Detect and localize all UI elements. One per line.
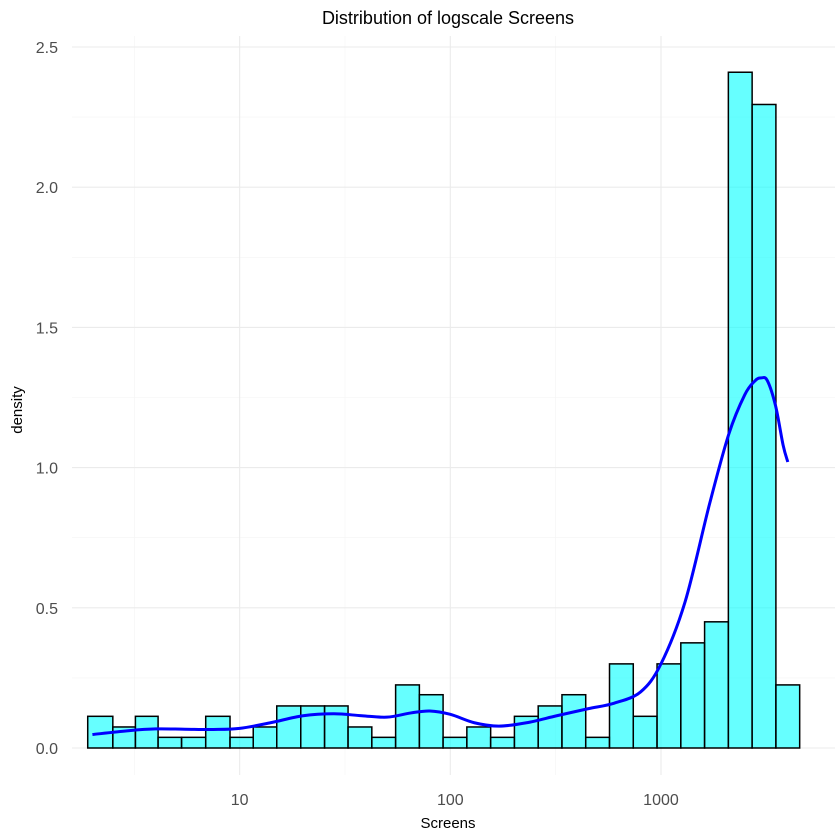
density-curve-layer bbox=[92, 376, 790, 737]
histogram-bar-20 bbox=[537, 705, 563, 749]
histogram-bar-16 bbox=[442, 736, 468, 749]
density-curve bbox=[92, 376, 790, 737]
histogram-bar-17 bbox=[466, 726, 492, 749]
x-tick-label: 10 bbox=[231, 792, 249, 809]
y-tick-label: 1.5 bbox=[36, 320, 58, 337]
x-tick-label: 100 bbox=[437, 792, 464, 809]
histogram-bar-22 bbox=[584, 736, 611, 749]
histogram-bar-25 bbox=[656, 663, 682, 749]
x-axis-ticks: 10 100 1000 bbox=[231, 792, 679, 809]
histogram-bar-9 bbox=[276, 705, 302, 749]
histogram-bar-3 bbox=[134, 715, 159, 749]
y-tick-label: 0.5 bbox=[36, 601, 58, 618]
x-tick-label: 1000 bbox=[643, 792, 679, 809]
minor-grid bbox=[72, 36, 835, 775]
histogram-bar-28 bbox=[727, 71, 753, 749]
x-axis-title: Screens bbox=[420, 815, 475, 832]
histogram-bar-11 bbox=[323, 705, 349, 749]
histogram-bar-29 bbox=[751, 103, 777, 749]
histogram-bar-18 bbox=[489, 736, 516, 749]
y-tick-label: 2.5 bbox=[36, 40, 58, 57]
histogram-bar-7 bbox=[229, 736, 254, 749]
histogram-bar-4 bbox=[157, 736, 183, 749]
histogram-bar-12 bbox=[347, 726, 373, 749]
histogram-bar-21 bbox=[561, 693, 587, 749]
major-grid bbox=[72, 36, 835, 775]
histogram-bar-13 bbox=[371, 736, 397, 749]
histogram-bar-8 bbox=[252, 726, 278, 749]
histogram-bar-6 bbox=[204, 715, 231, 749]
histogram-bar-24 bbox=[632, 715, 658, 749]
y-axis-ticks: 0.0 0.5 1.0 1.5 2.0 2.5 bbox=[36, 40, 58, 758]
histogram-bar-15 bbox=[418, 693, 444, 749]
histogram-bars bbox=[86, 71, 801, 749]
y-tick-label: 1.0 bbox=[36, 461, 58, 478]
histogram-bar-27 bbox=[703, 621, 730, 749]
y-tick-label: 0.0 bbox=[36, 741, 58, 758]
chart-title: Distribution of logscale Screens bbox=[322, 8, 574, 28]
histogram-bar-23 bbox=[608, 663, 635, 749]
histogram-bar-10 bbox=[300, 705, 326, 749]
histogram-bar-26 bbox=[680, 642, 706, 749]
histogram-bar-30 bbox=[775, 684, 801, 749]
y-axis-title: density bbox=[9, 386, 26, 434]
histogram-bar-5 bbox=[180, 736, 207, 749]
y-tick-label: 2.0 bbox=[36, 180, 58, 197]
